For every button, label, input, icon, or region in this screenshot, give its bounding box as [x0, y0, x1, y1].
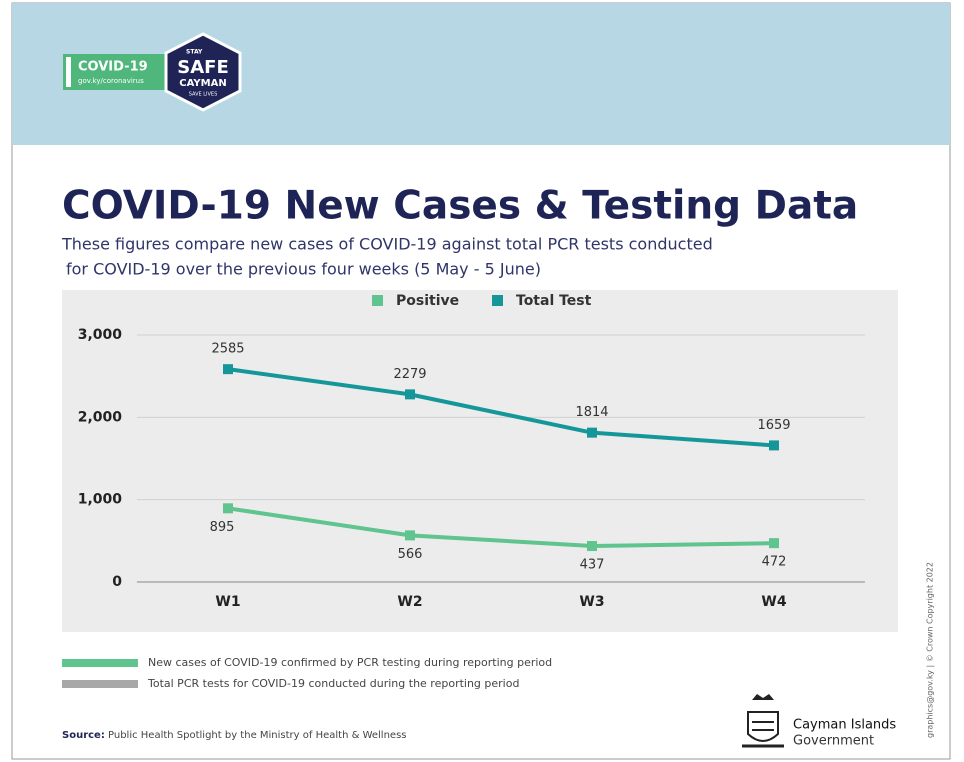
- data-label: 1814: [575, 405, 608, 420]
- series-line: [227, 367, 775, 448]
- point-marker: [405, 530, 415, 541]
- legend-swatch: [372, 295, 383, 306]
- point-marker: [587, 427, 597, 438]
- source: Public Health Spotlight by the Ministry …: [108, 730, 407, 741]
- point-marker: [769, 440, 779, 451]
- hex-save: SAVE LIVES: [189, 92, 218, 98]
- x-tick-label: W4: [761, 594, 786, 610]
- gov-name: Cayman Islands: [793, 718, 896, 733]
- note-text: New cases of COVID-19 confirmed by PCR t…: [148, 656, 552, 669]
- chart-title: COVID-19 New Cases & Testing Data: [62, 184, 858, 229]
- data-label: 566: [398, 547, 423, 562]
- crest: [742, 694, 784, 748]
- y-tick-label: 2,000: [78, 409, 123, 425]
- data-label: 1659: [757, 418, 790, 433]
- legend-swatch: [492, 295, 503, 306]
- copyright: graphics@gov.ky | © Crown Copyright 2022: [926, 562, 935, 738]
- y-tick-label: 3,000: [78, 327, 123, 343]
- hex-stay: STAY: [186, 49, 203, 56]
- hex-cayman: CAYMAN: [179, 78, 226, 89]
- point-marker: [769, 538, 779, 549]
- data-label: 895: [210, 520, 235, 535]
- badge-stripe: [66, 57, 71, 87]
- x-tick-label: W2: [397, 594, 422, 610]
- series-line: [227, 506, 775, 549]
- data-label: 472: [762, 555, 787, 570]
- note-swatch: [62, 659, 138, 667]
- badge-url: gov.ky/coronavirus: [78, 77, 144, 85]
- source-label: Source:: [62, 730, 105, 741]
- gov-sub: Government: [793, 734, 874, 749]
- plot-background: [62, 290, 898, 632]
- note-text: Total PCR tests for COVID-19 conducted d…: [147, 677, 519, 690]
- legend-label: Positive: [396, 293, 459, 309]
- subtitle: These figures compare new cases of COVID…: [61, 235, 713, 254]
- point-marker: [587, 541, 597, 552]
- data-label: 2585: [211, 342, 244, 357]
- y-tick-label: 1,000: [78, 492, 123, 508]
- hex-safe: SAFE: [177, 57, 229, 78]
- subtitle: for COVID-19 over the previous four week…: [66, 260, 541, 279]
- x-tick-label: W1: [215, 594, 240, 610]
- badge: [63, 54, 171, 90]
- point-marker: [223, 364, 233, 375]
- hexagon: [164, 32, 242, 112]
- badge-text: COVID-19: [78, 60, 148, 75]
- x-tick-label: W3: [579, 594, 604, 610]
- y-tick-label: 0: [112, 574, 122, 590]
- note-swatch: [62, 680, 138, 688]
- legend-label: Total Test: [516, 293, 592, 309]
- data-label: 2279: [393, 367, 426, 382]
- point-marker: [223, 503, 233, 514]
- point-marker: [405, 389, 415, 400]
- data-label: 437: [580, 558, 605, 573]
